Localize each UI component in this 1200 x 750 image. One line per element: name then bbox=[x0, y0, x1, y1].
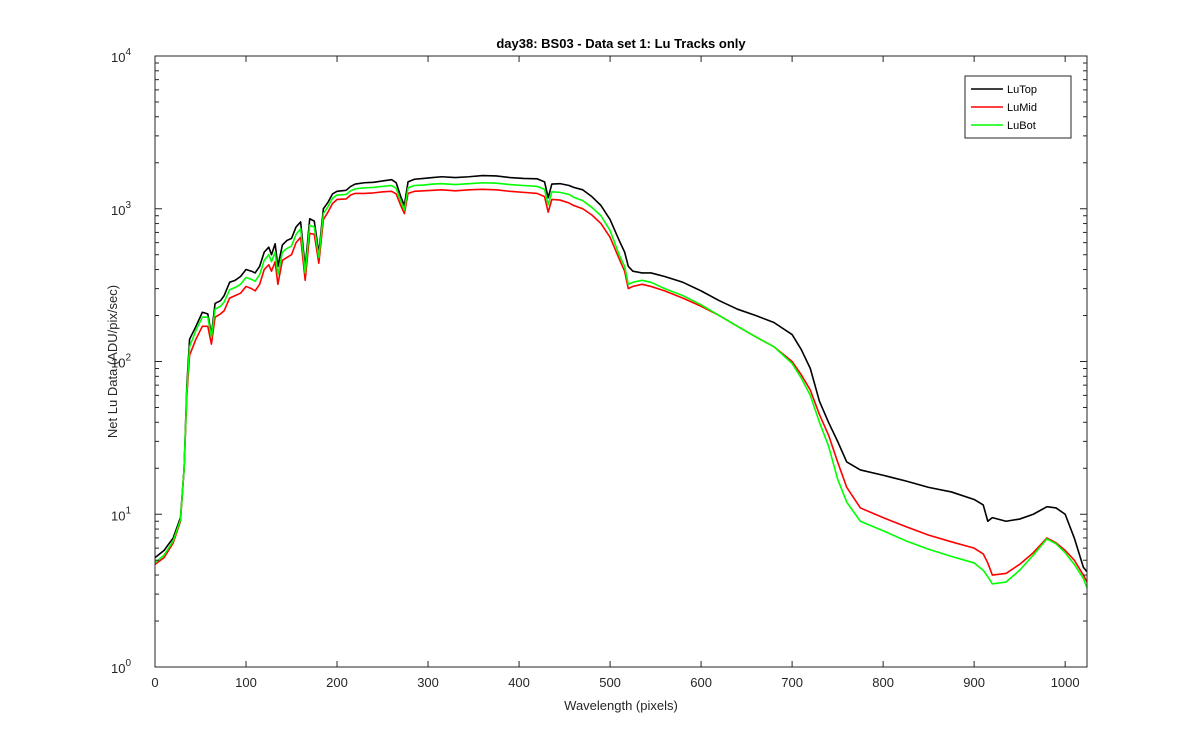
series-layer bbox=[154, 174, 1088, 589]
y-tick-label: 101 bbox=[111, 505, 131, 523]
x-tick-label: 500 bbox=[599, 675, 621, 690]
y-tick-label: 102 bbox=[111, 353, 131, 371]
y-tick-base: 10 bbox=[111, 508, 125, 523]
y-tick-label: 100 bbox=[111, 658, 131, 676]
x-tick-label: 100 bbox=[235, 675, 257, 690]
x-tick-label: 200 bbox=[326, 675, 348, 690]
legend: LuTop LuMid LuBot bbox=[964, 75, 1072, 139]
x-tick-label: 600 bbox=[690, 675, 712, 690]
y-tick-label: 103 bbox=[111, 200, 131, 218]
series-line-lumid bbox=[154, 188, 1088, 583]
y-axis-label: Net Lu Data (ADU/pix/sec) bbox=[105, 285, 120, 438]
y-tick-base: 10 bbox=[111, 203, 125, 218]
x-tick-label: 800 bbox=[872, 675, 894, 690]
x-axis-label: Wavelength (pixels) bbox=[564, 698, 678, 713]
y-tick-exponent: 4 bbox=[125, 47, 131, 58]
x-tick-label: 1000 bbox=[1051, 675, 1080, 690]
x-tick-label: 0 bbox=[151, 675, 158, 690]
y-tick-exponent: 3 bbox=[125, 200, 131, 211]
y-tick-base: 10 bbox=[111, 50, 125, 65]
y-tick-label: 104 bbox=[111, 47, 131, 65]
x-tick-label: 900 bbox=[963, 675, 985, 690]
y-tick-exponent: 0 bbox=[125, 658, 131, 669]
y-tick-exponent: 1 bbox=[125, 505, 131, 516]
chart-title: day38: BS03 - Data set 1: Lu Tracks only bbox=[496, 36, 746, 51]
x-tick-label: 300 bbox=[417, 675, 439, 690]
x-tick-label: 400 bbox=[508, 675, 530, 690]
series-line-lutop bbox=[154, 174, 1088, 573]
plot-area bbox=[155, 56, 1087, 667]
y-tick-base: 10 bbox=[111, 661, 125, 676]
legend-label: LuMid bbox=[1007, 102, 1037, 114]
x-tick-label: 700 bbox=[781, 675, 803, 690]
legend-label: LuTop bbox=[1007, 84, 1037, 96]
y-tick-exponent: 2 bbox=[125, 353, 131, 364]
series-line-lubot bbox=[154, 181, 1088, 589]
y-tick-base: 10 bbox=[111, 356, 125, 371]
legend-label: LuBot bbox=[1007, 120, 1036, 132]
x-axis: 0 100 200 300 400 500 600 700 800 900 1000 bbox=[151, 56, 1080, 690]
